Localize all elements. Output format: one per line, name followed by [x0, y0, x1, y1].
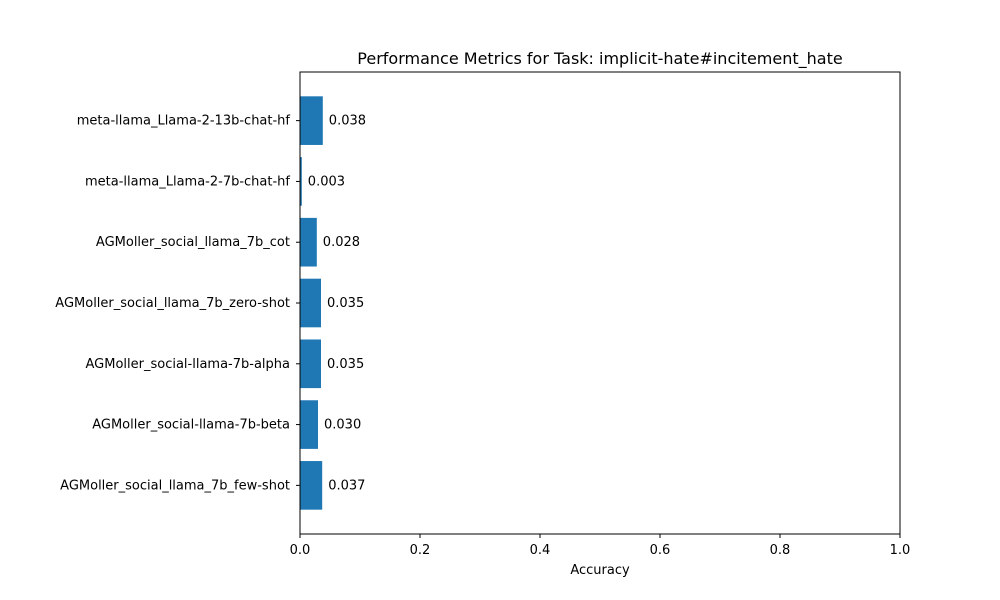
- x-tick-label: 0.8: [770, 543, 791, 558]
- y-tick-label: meta-llama_Llama-2-13b-chat-hf: [77, 114, 291, 129]
- bar-value-label: 0.035: [327, 357, 364, 372]
- x-tick-label: 0.6: [650, 543, 671, 558]
- y-tick-label: meta-llama_Llama-2-7b-chat-hf: [85, 174, 290, 189]
- bar: [300, 278, 321, 328]
- y-tick-label: AGMoller_social_llama_7b_few-shot: [60, 478, 290, 493]
- bar: [300, 96, 323, 145]
- y-tick-label: AGMoller_social_llama_7b_cot: [96, 235, 290, 250]
- bar: [300, 400, 318, 449]
- data-labels-group: 0.038 0.003 0.028 0.035 0.035 0.030 0.037: [308, 114, 366, 494]
- y-tick-label: AGMoller_social_llama_7b_zero-shot: [55, 296, 290, 311]
- y-tick-label: AGMoller_social-llama-7b-beta: [92, 418, 290, 433]
- bar-value-label: 0.037: [328, 478, 365, 493]
- bar: [300, 217, 317, 267]
- y-axis-ticks: meta-llama_Llama-2-13b-chat-hf meta-llama…: [55, 114, 300, 493]
- bars-group: [300, 96, 323, 510]
- bar-value-label: 0.028: [323, 235, 360, 250]
- bar: [300, 461, 323, 510]
- bar-value-label: 0.038: [329, 114, 366, 129]
- bar: [300, 339, 321, 389]
- x-axis-ticks: 0.0 0.2 0.4 0.6 0.8 1.0: [290, 534, 911, 558]
- bar-value-label: 0.030: [324, 418, 361, 433]
- chart-title: Performance Metrics for Task: implicit-h…: [357, 49, 842, 69]
- x-tick-label: 0.4: [530, 543, 551, 558]
- bar-value-label: 0.003: [308, 174, 345, 189]
- x-tick-label: 0.0: [290, 543, 311, 558]
- x-tick-label: 0.2: [410, 543, 431, 558]
- plot-frame: [299, 71, 901, 535]
- bar: [300, 157, 302, 206]
- x-axis-label: Accuracy: [570, 563, 630, 578]
- y-tick-label: AGMoller_social-llama-7b-alpha: [86, 357, 291, 372]
- bar-value-label: 0.035: [327, 296, 364, 311]
- x-tick-label: 1.0: [890, 543, 911, 558]
